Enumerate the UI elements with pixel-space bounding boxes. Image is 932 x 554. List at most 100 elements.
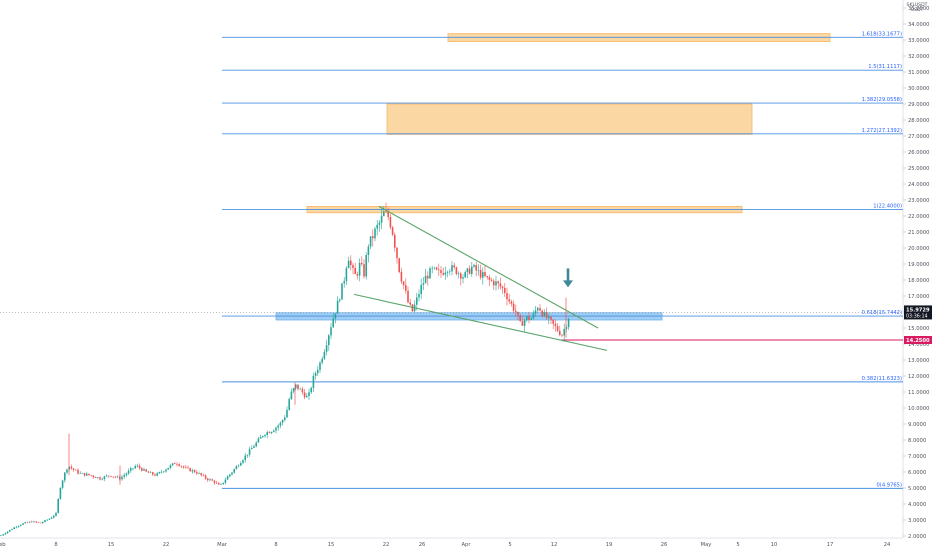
candle-body: [521, 321, 524, 326]
candle-body: [24, 522, 26, 524]
y-tick-label: 31.0000: [908, 70, 929, 76]
y-tick-label: 26.0000: [908, 150, 929, 156]
candle-body: [512, 303, 515, 311]
y-tick-label: 30.0000: [908, 86, 929, 92]
candle-body: [328, 335, 330, 346]
candle-body: [9, 529, 11, 532]
candle-body: [310, 387, 312, 393]
y-tick-label: 12.0000: [908, 374, 929, 380]
candle-body: [116, 476, 119, 478]
candle-body: [141, 468, 143, 471]
y-tick-label: 21.0000: [908, 230, 929, 236]
candle-body: [479, 269, 482, 278]
candle-body: [490, 279, 493, 281]
candle-body: [81, 473, 84, 474]
candle-body: [405, 285, 407, 291]
candle-body: [468, 268, 471, 274]
candle-body: [523, 320, 526, 326]
x-tick-label: 8: [54, 542, 57, 548]
candle-body: [152, 472, 154, 475]
y-tick-label: 28.0000: [908, 118, 929, 124]
candle-body: [48, 518, 51, 520]
x-tick-label: 19: [606, 542, 613, 548]
candle-body: [398, 258, 400, 273]
candle-body: [290, 391, 293, 400]
currency-label: USDT: [911, 7, 924, 13]
candle-body: [171, 463, 174, 466]
candle-body: [176, 464, 178, 465]
candle-body: [46, 519, 48, 521]
candle-body: [504, 287, 506, 294]
candle-body: [90, 475, 92, 476]
candle-body: [303, 392, 306, 398]
candle-body: [281, 419, 284, 423]
candle-body: [61, 480, 64, 488]
candle-body: [407, 290, 409, 303]
candle-body: [248, 449, 251, 455]
candle-body: [449, 271, 451, 273]
candle-body: [378, 222, 381, 225]
candle-body: [39, 522, 42, 524]
candle-body: [567, 318, 570, 328]
candle-body: [244, 455, 246, 461]
candle-body: [20, 524, 22, 526]
candle-body: [552, 319, 554, 324]
candle-body: [556, 326, 559, 331]
candle-body: [251, 447, 253, 450]
candle-body: [66, 469, 68, 473]
y-tick-label: 23.0000: [908, 198, 929, 204]
candle-body: [308, 392, 310, 397]
y-tick-label: 15.0000: [908, 326, 929, 332]
candle-body: [499, 283, 502, 287]
y-tick-label: 9.0000: [908, 422, 926, 428]
candle-body: [433, 267, 436, 269]
candle-body: [123, 475, 125, 477]
y-tick-label: 17.0000: [908, 294, 929, 300]
candle-body: [264, 434, 266, 437]
candle-body: [178, 464, 180, 466]
bar-countdown: 03:36:14: [906, 313, 928, 319]
candle-body: [422, 283, 425, 285]
lower-wedge-line[interactable]: [353, 293, 608, 351]
candle-body: [429, 268, 431, 279]
down-arrow-icon: [563, 280, 573, 288]
y-tick-label: 3.0000: [908, 518, 926, 524]
candle-body: [347, 260, 350, 269]
candle-body: [319, 362, 321, 370]
fib-level-label: 1.272(27.1392): [862, 128, 902, 134]
candle-body: [457, 273, 460, 275]
candle-body: [559, 330, 561, 335]
fib-level-label: 1.618(33.1677): [862, 31, 902, 37]
candle-body: [301, 388, 304, 393]
candle-body: [286, 409, 288, 418]
candle-body: [532, 313, 535, 319]
candle-body: [35, 521, 37, 523]
candle-body: [215, 482, 218, 484]
candle-body: [323, 351, 326, 359]
currency-label-extra: SKLUSDT: [907, 2, 928, 8]
x-tick-label: 5: [508, 542, 511, 548]
candle-body: [306, 396, 308, 398]
candle-body: [53, 515, 55, 518]
candle-body: [453, 265, 455, 268]
candle-body: [350, 260, 352, 266]
candle-body: [372, 236, 374, 239]
y-tick-label: 2.0000: [908, 534, 926, 540]
upper-wedge-line[interactable]: [378, 205, 599, 329]
candle-body: [57, 499, 59, 513]
candle-body: [204, 475, 207, 479]
y-tick-label: 6.0000: [908, 470, 926, 476]
candle-body: [528, 316, 530, 320]
candle-body: [519, 315, 521, 322]
candle-body: [105, 475, 108, 477]
candle-body: [273, 430, 275, 433]
candle-body: [361, 262, 363, 265]
candle-body: [103, 476, 106, 480]
candle-body: [180, 465, 183, 467]
x-tick-label: 5: [736, 542, 739, 548]
candle-body: [438, 269, 440, 271]
candle-body: [110, 475, 112, 477]
candle-body: [336, 300, 339, 314]
